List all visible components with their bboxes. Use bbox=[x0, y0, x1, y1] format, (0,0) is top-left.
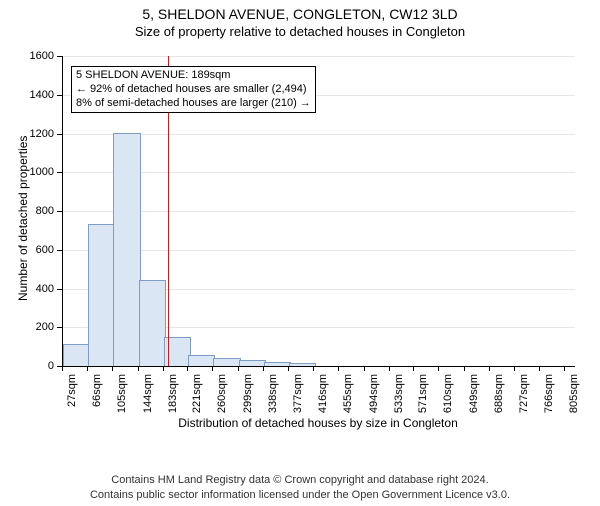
xtick-label: 183sqm bbox=[167, 374, 179, 414]
ytick-label: 0 bbox=[26, 360, 54, 372]
xtick-label: 533sqm bbox=[393, 374, 405, 414]
xtick-label: 494sqm bbox=[368, 374, 380, 414]
histogram-bar bbox=[88, 224, 115, 366]
histogram-bar bbox=[239, 360, 266, 366]
histogram-bar bbox=[188, 355, 215, 366]
xtick-label: 571sqm bbox=[417, 374, 429, 414]
ytick-label: 1400 bbox=[26, 89, 54, 101]
histogram-bar bbox=[289, 363, 316, 366]
x-axis-label: Distribution of detached houses by size … bbox=[62, 416, 574, 430]
xtick-label: 221sqm bbox=[191, 374, 203, 414]
xtick-label: 610sqm bbox=[442, 374, 454, 414]
xtick-label: 299sqm bbox=[242, 374, 254, 414]
histogram-bar bbox=[113, 133, 140, 366]
ytick-label: 600 bbox=[26, 244, 54, 256]
xtick-label: 377sqm bbox=[292, 374, 304, 414]
annotation-box: 5 SHELDON AVENUE: 189sqm ← 92% of detach… bbox=[71, 66, 316, 113]
gridline bbox=[63, 56, 575, 57]
xtick-label: 416sqm bbox=[317, 374, 329, 414]
xtick-label: 649sqm bbox=[468, 374, 480, 414]
ytick-label: 1000 bbox=[26, 166, 54, 178]
xtick-label: 260sqm bbox=[216, 374, 228, 414]
histogram-bar bbox=[213, 358, 240, 366]
histogram-bar bbox=[139, 280, 166, 366]
histogram-bar bbox=[264, 362, 291, 366]
ytick-label: 1200 bbox=[26, 128, 54, 140]
xtick-label: 727sqm bbox=[518, 374, 530, 414]
xtick-label: 688sqm bbox=[493, 374, 505, 414]
xtick-label: 766sqm bbox=[543, 374, 555, 414]
ytick-label: 200 bbox=[26, 321, 54, 333]
xtick-label: 805sqm bbox=[568, 374, 580, 414]
histogram-bar bbox=[63, 344, 90, 366]
xtick-label: 105sqm bbox=[116, 374, 128, 414]
xtick-label: 66sqm bbox=[91, 374, 103, 414]
annotation-line-1: 5 SHELDON AVENUE: 189sqm bbox=[76, 69, 311, 83]
ytick-label: 800 bbox=[26, 205, 54, 217]
plot-region: 5 SHELDON AVENUE: 189sqm ← 92% of detach… bbox=[62, 56, 575, 367]
ytick-label: 400 bbox=[26, 283, 54, 295]
xtick-label: 338sqm bbox=[267, 374, 279, 414]
xtick-label: 455sqm bbox=[342, 374, 354, 414]
y-axis-label: Number of detached properties bbox=[16, 136, 30, 301]
footer-line-1: Contains HM Land Registry data © Crown c… bbox=[0, 473, 600, 487]
annotation-line-2: ← 92% of detached houses are smaller (2,… bbox=[76, 83, 311, 97]
xtick-label: 144sqm bbox=[142, 374, 154, 414]
chart-area: Number of detached properties 0 200 400 600… bbox=[0, 6, 600, 506]
annotation-line-3: 8% of semi-detached houses are larger (2… bbox=[76, 97, 311, 111]
xtick-label: 27sqm bbox=[66, 374, 78, 414]
figure-root: 5, SHELDON AVENUE, CONGLETON, CW12 3LD S… bbox=[0, 6, 600, 506]
footer: Contains HM Land Registry data © Crown c… bbox=[0, 473, 600, 502]
ytick-label: 1600 bbox=[26, 50, 54, 62]
